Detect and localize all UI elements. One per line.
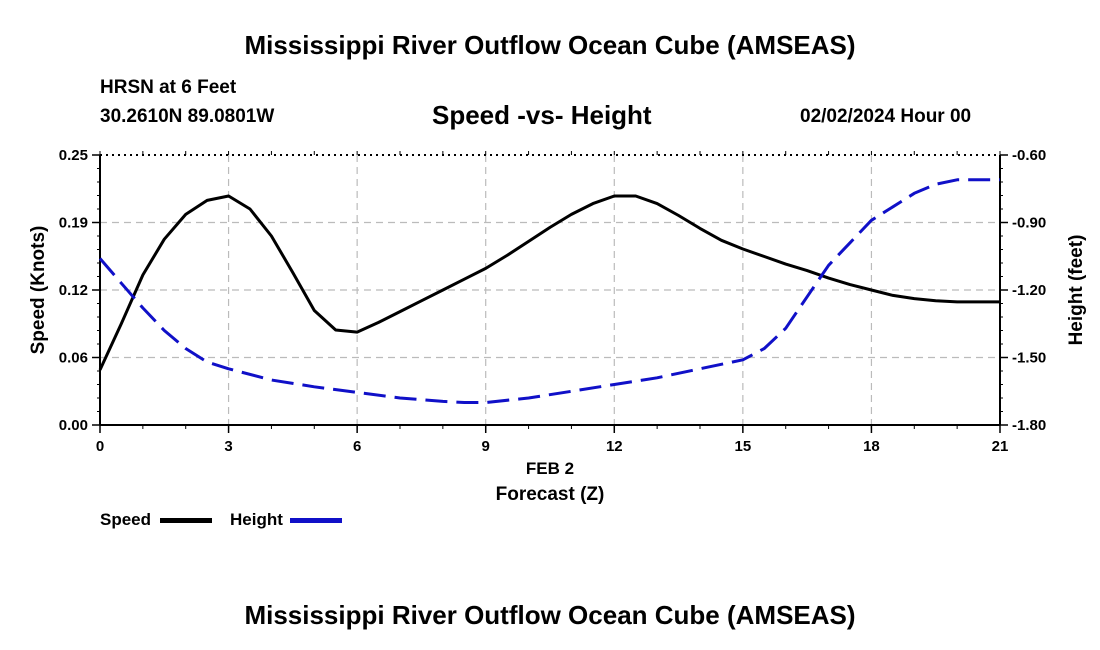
- legend-height-swatch: [290, 518, 342, 523]
- legend-height-label: Height: [230, 510, 283, 529]
- x-tick-label: 21: [992, 438, 1009, 455]
- forecast-datetime: 02/02/2024 Hour 00: [800, 106, 972, 127]
- y-left-tick-label: 0.25: [59, 147, 88, 164]
- y-left-tick-label: 0.19: [59, 215, 88, 232]
- x-tick-label: 0: [96, 438, 104, 455]
- x-tick-label: 6: [353, 438, 361, 455]
- height-series-line: [98, 178, 1000, 404]
- speed-series-line: [98, 194, 1000, 371]
- chart-title: Mississippi River Outflow Ocean Cube (AM…: [244, 30, 856, 60]
- x-tick-label: 3: [224, 438, 232, 455]
- y-right-tick-label: -1.80: [1012, 417, 1046, 434]
- y-left-tick-label: 0.06: [59, 350, 88, 367]
- y-left-tick-label: 0.12: [59, 282, 88, 299]
- y-right-tick-label: -1.50: [1012, 350, 1046, 367]
- x-axis-date-label: FEB 2: [526, 459, 574, 478]
- x-axis-title: Forecast (Z): [496, 484, 605, 505]
- speed-height-chart: 0 3 6 9 12 15 18 21 0.00 0.06 0.12 0.19 0.25 -1.80 -1.…: [28, 147, 1087, 505]
- x-tick-label: 15: [735, 438, 752, 455]
- footer-title: Mississippi River Outflow Ocean Cube (AM…: [244, 600, 856, 630]
- x-tick-label: 9: [482, 438, 490, 455]
- legend-speed-label: Speed: [100, 510, 152, 529]
- y-right-axis-title: Height (feet): [1066, 235, 1087, 346]
- legend-speed-swatch: [160, 518, 212, 523]
- station-coords: 30.2610N 89.0801W: [100, 106, 275, 127]
- x-tick-label: 18: [863, 438, 880, 455]
- y-right-tick-label: -0.60: [1012, 147, 1046, 164]
- y-left-axis-title: Speed (Knots): [28, 226, 49, 355]
- y-left-tick-label: 0.00: [59, 417, 88, 434]
- y-right-tick-label: -0.90: [1012, 215, 1046, 232]
- station-label: HRSN at 6 Feet: [100, 77, 237, 98]
- x-tick-label: 12: [606, 438, 623, 455]
- y-right-tick-label: -1.20: [1012, 282, 1046, 299]
- chart-subtitle: Speed -vs- Height: [432, 100, 652, 130]
